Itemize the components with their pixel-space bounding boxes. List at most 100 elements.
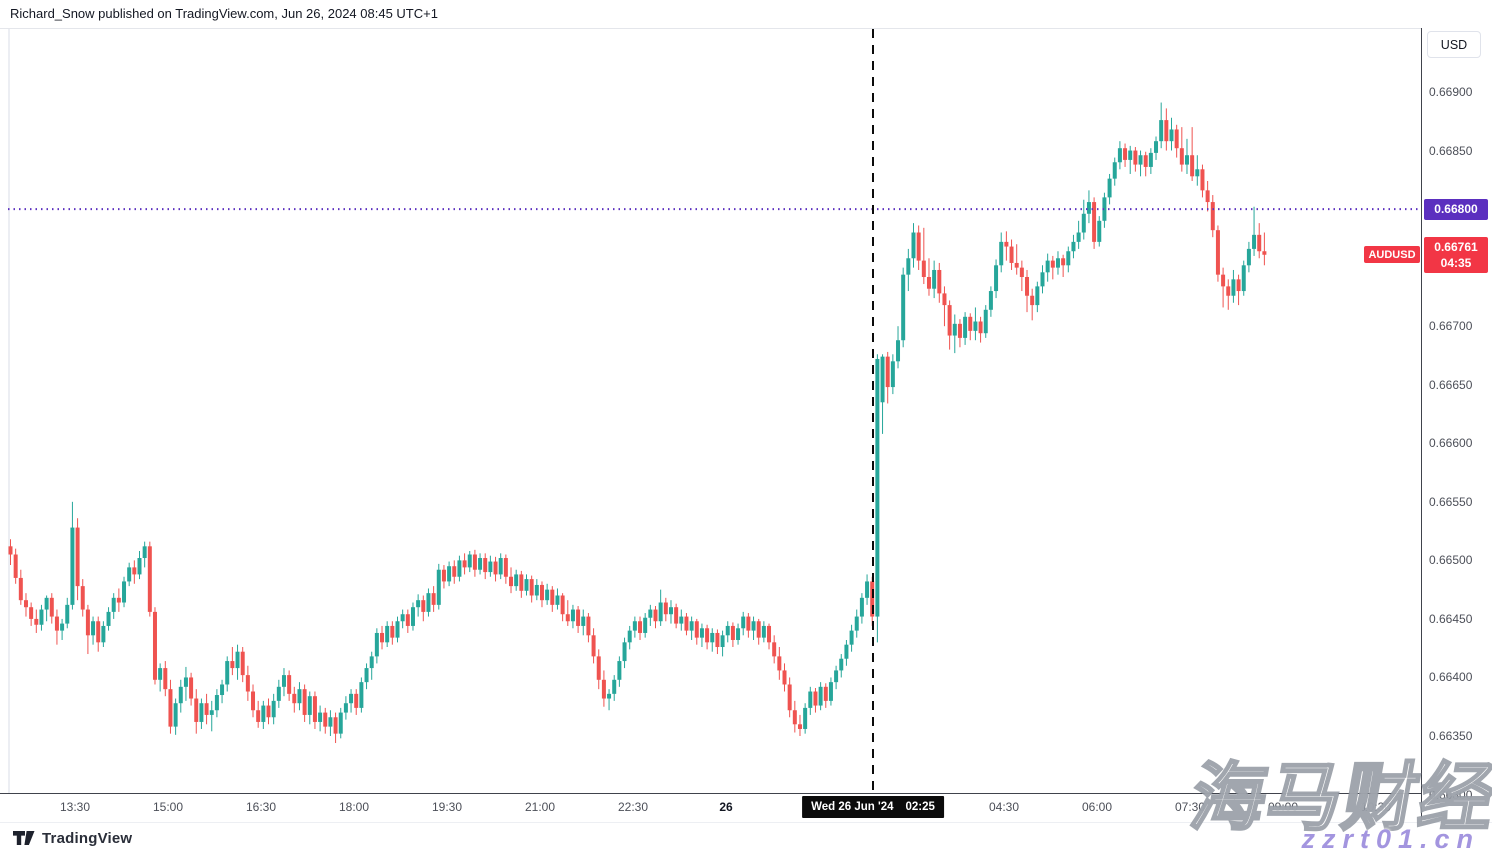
candle bbox=[431, 586, 436, 612]
candle-body bbox=[70, 527, 75, 605]
candle bbox=[194, 689, 199, 734]
candle bbox=[1076, 220, 1081, 249]
candle bbox=[441, 565, 446, 589]
candle-body bbox=[509, 576, 514, 587]
candle-body bbox=[617, 661, 622, 680]
time-tick: 19:30 bbox=[431, 800, 463, 814]
candle-body bbox=[1112, 162, 1117, 179]
candle bbox=[705, 624, 710, 650]
time-axis-border bbox=[0, 793, 1421, 794]
candle bbox=[596, 649, 601, 690]
candle bbox=[880, 354, 885, 434]
candle-body bbox=[875, 358, 880, 617]
candle bbox=[70, 501, 75, 610]
price-axis[interactable]: USD 0.66800 0.66761 04:35 0.66900 0.66850… bbox=[1422, 0, 1492, 857]
candle bbox=[34, 609, 39, 633]
candle bbox=[23, 593, 28, 617]
candle-body bbox=[1236, 279, 1241, 292]
candlestick-chart[interactable] bbox=[0, 0, 1421, 794]
candle-body bbox=[23, 600, 28, 608]
tradingview-logo[interactable]: TradingView bbox=[13, 830, 132, 847]
candle bbox=[220, 679, 225, 704]
candle-body bbox=[338, 712, 343, 734]
candle bbox=[173, 698, 178, 735]
time-tick: 04:30 bbox=[988, 800, 1020, 814]
candle-body bbox=[307, 696, 312, 715]
candle bbox=[560, 593, 565, 622]
candle bbox=[607, 689, 612, 711]
candle-body bbox=[684, 616, 689, 631]
candle-body bbox=[13, 554, 18, 578]
candle-body bbox=[653, 609, 658, 622]
time-axis[interactable]: 10:3009:0007:3006:0004:3003:0001:302622:… bbox=[0, 794, 1421, 822]
candle-body bbox=[916, 232, 921, 261]
candle bbox=[1128, 145, 1133, 174]
candle-body bbox=[968, 316, 973, 331]
candle-body bbox=[834, 670, 839, 683]
candle-body bbox=[400, 614, 405, 622]
candle-body bbox=[694, 621, 699, 638]
candle bbox=[1040, 265, 1045, 294]
chart-pane[interactable] bbox=[0, 0, 1421, 794]
candle-body bbox=[911, 232, 916, 259]
candle bbox=[1179, 127, 1184, 172]
candle-body bbox=[1055, 258, 1060, 268]
price-axis-border bbox=[1421, 28, 1422, 822]
candle bbox=[44, 595, 49, 622]
candle-body bbox=[405, 614, 410, 626]
candle-body bbox=[410, 607, 415, 626]
candle-body bbox=[978, 321, 983, 334]
candle-body bbox=[932, 269, 937, 289]
candle-body bbox=[431, 593, 436, 605]
candle-body bbox=[973, 321, 978, 331]
candle bbox=[369, 651, 374, 680]
candle bbox=[668, 600, 673, 624]
candle bbox=[256, 700, 261, 728]
candle bbox=[457, 555, 462, 582]
candle bbox=[942, 286, 947, 327]
candle bbox=[328, 710, 333, 737]
candle-body bbox=[240, 651, 245, 676]
currency-button[interactable]: USD bbox=[1427, 31, 1481, 58]
candle-body bbox=[942, 293, 947, 306]
candle-body bbox=[390, 625, 395, 638]
candle-body bbox=[395, 621, 400, 638]
candle bbox=[410, 602, 415, 631]
candle bbox=[1009, 239, 1014, 270]
candle-body bbox=[751, 621, 756, 631]
candle-body bbox=[839, 658, 844, 671]
level-price-badge: 0.66800 bbox=[1424, 198, 1488, 220]
candle bbox=[447, 561, 452, 587]
candle-body bbox=[271, 700, 276, 718]
candle-body bbox=[1148, 152, 1153, 167]
candle bbox=[1045, 253, 1050, 282]
candle bbox=[890, 354, 895, 395]
candle-body bbox=[318, 712, 323, 722]
candle bbox=[49, 593, 54, 624]
candle-body bbox=[880, 356, 885, 403]
candle-body bbox=[767, 625, 772, 643]
candle bbox=[349, 689, 354, 713]
candle-body bbox=[1215, 230, 1220, 275]
candle-body bbox=[1128, 150, 1133, 160]
candle-body bbox=[49, 597, 54, 617]
candle-body bbox=[1154, 141, 1159, 153]
candle-body bbox=[896, 340, 901, 362]
candle bbox=[911, 223, 916, 268]
candle bbox=[741, 611, 746, 636]
candle-body bbox=[1246, 248, 1251, 266]
candle-body bbox=[230, 661, 235, 669]
candle-body bbox=[60, 623, 65, 631]
candle bbox=[1097, 216, 1102, 247]
candle bbox=[932, 260, 937, 299]
candle-body bbox=[142, 546, 147, 559]
candle bbox=[1148, 148, 1153, 174]
candle-body bbox=[550, 589, 555, 605]
time-tick: 10:30 bbox=[1360, 800, 1392, 814]
candle-body bbox=[1004, 241, 1009, 247]
candle-body bbox=[498, 558, 503, 575]
candle bbox=[885, 351, 890, 404]
candle bbox=[354, 689, 359, 715]
candle bbox=[1117, 141, 1122, 170]
candle-body bbox=[560, 595, 565, 615]
